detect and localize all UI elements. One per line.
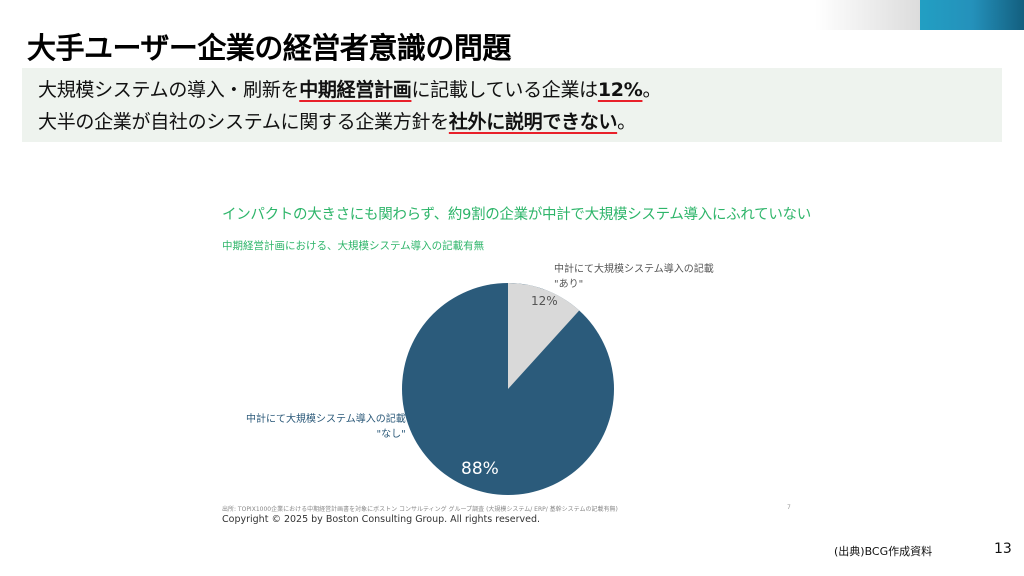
slide-title: 大手ユーザー企業の経営者意識の問題 [27, 31, 511, 65]
summary-text: に記載している企業は [411, 79, 598, 101]
header-decoration-blue [920, 0, 1024, 30]
label-no-line2: "なし" [376, 429, 406, 440]
chart-subtitle: 中期経営計画における、大規模システム導入の記載有無 [222, 240, 485, 252]
source-note: 出所: TOPIX1000企業における中期経営計画書を対象にボストン コンサルテ… [222, 506, 618, 513]
chart-headline: インパクトの大きさにも関わらず、約9割の企業が中計で大規模システム導入にふれてい… [222, 207, 811, 223]
summary-text: 大規模システムの導入・刷新を [38, 79, 300, 101]
summary-line-1: 大規模システムの導入・刷新を中期経営計画に記載している企業は12%。 [38, 75, 661, 102]
label-no-line1: 中計にて大規模システム導入の記載 [246, 414, 406, 425]
copyright: Copyright © 2025 by Boston Consulting Gr… [222, 514, 541, 525]
summary-line-2: 大半の企業が自社のシステムに関する企業方針を社外に説明できない。 [38, 107, 636, 134]
summary-text: 大半の企業が自社のシステムに関する企業方針を [38, 111, 449, 133]
figure-page-number: 7 [787, 504, 791, 511]
highlight-cannot-explain: 社外に説明できない [448, 111, 618, 133]
source-credit: (出典)BCG作成資料 [834, 545, 933, 558]
pct-yes: 12% [531, 294, 558, 308]
pct-no: 88% [461, 459, 499, 479]
pie-chart [402, 283, 614, 495]
summary-box: 大規模システムの導入・刷新を中期経営計画に記載している企業は12%。 大半の企業… [22, 68, 1002, 142]
summary-text: 。 [642, 79, 662, 101]
label-yes-line2: "あり" [554, 279, 584, 290]
highlight-percentage: 12% [597, 79, 643, 101]
label-yes-line1: 中計にて大規模システム導入の記載 [554, 264, 714, 275]
label-no: 中計にて大規模システム導入の記載 "なし" [246, 412, 406, 442]
page-number: 13 [994, 541, 1012, 557]
summary-text: 。 [617, 111, 636, 133]
label-yes: 中計にて大規模システム導入の記載 "あり" [554, 262, 714, 292]
highlight-midterm-plan: 中期経営計画 [299, 79, 412, 101]
pie-slice-yes [508, 283, 580, 389]
header-decoration-gray [815, 0, 920, 30]
